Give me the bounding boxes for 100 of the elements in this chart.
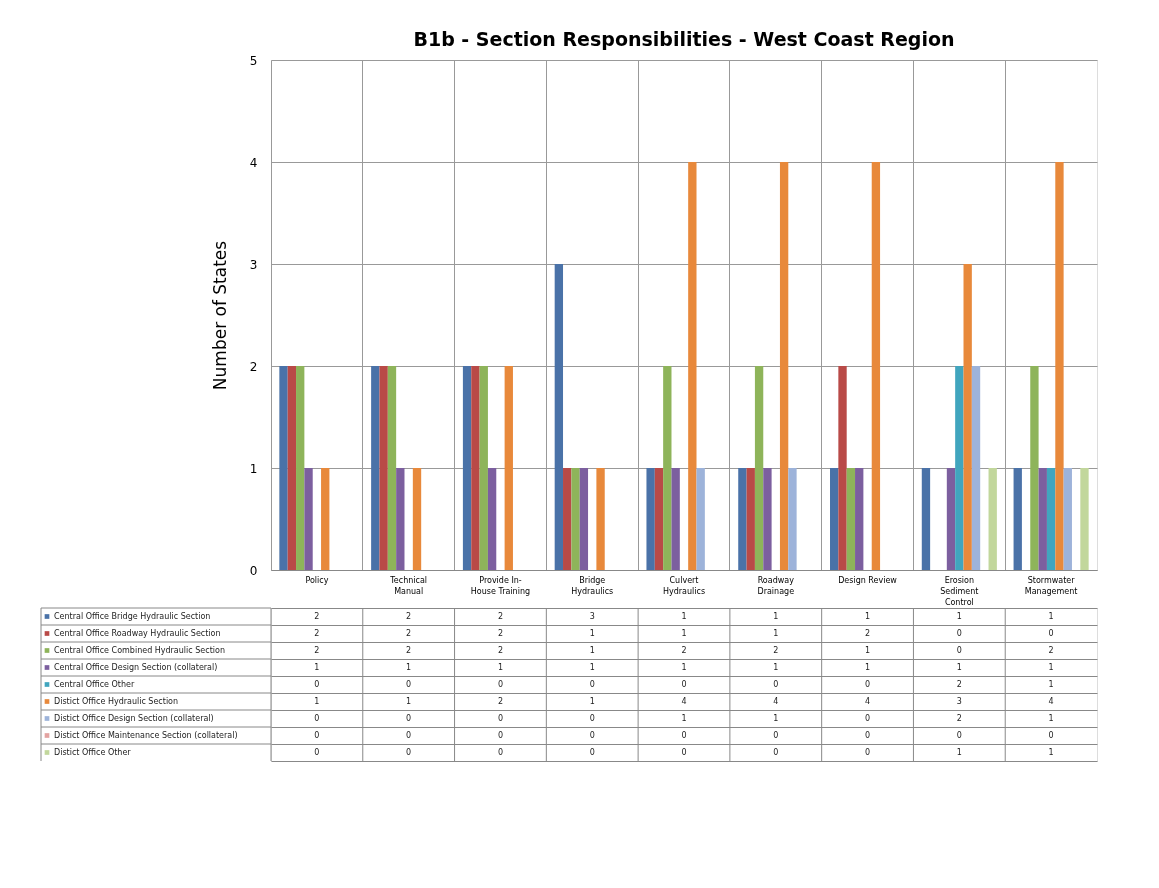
data-label: 0 (681, 679, 687, 689)
data-label: 4 (865, 696, 871, 706)
bar (1046, 468, 1056, 570)
data-label: 1 (773, 611, 779, 621)
x-tick-label: Policy (305, 575, 329, 585)
data-label: 0 (956, 730, 962, 740)
bar (779, 162, 789, 570)
data-label: 0 (865, 747, 871, 757)
data-label: 0 (314, 747, 320, 757)
data-label: 4 (773, 696, 779, 706)
data-label: 2 (314, 611, 320, 621)
data-label: 1 (865, 645, 871, 655)
bar (304, 468, 313, 570)
data-label: 0 (589, 730, 595, 740)
data-label: 2 (406, 645, 412, 655)
data-label: 1 (1048, 747, 1054, 757)
data-label: 1 (681, 611, 687, 621)
data-label: 2 (497, 645, 503, 655)
bar (487, 468, 497, 570)
data-label: 1 (589, 645, 595, 655)
data-label: 1 (406, 662, 412, 672)
data-label: 0 (314, 679, 320, 689)
data-label: 0 (497, 747, 503, 757)
bar (471, 366, 480, 570)
data-label: 0 (589, 713, 595, 723)
bar (738, 468, 747, 570)
legend-label: Central Office Design Section (collateral) (54, 662, 218, 672)
bar (571, 468, 580, 570)
data-label: 2 (406, 611, 412, 621)
data-label: 1 (681, 713, 687, 723)
legend-label: Distict Office Other (54, 747, 132, 757)
bar (838, 366, 847, 570)
data-label: 0 (681, 747, 687, 757)
data-label: 0 (497, 730, 503, 740)
bar (988, 468, 997, 570)
data-label: 0 (589, 747, 595, 757)
bar (1013, 468, 1022, 570)
bar (646, 468, 655, 570)
data-label: 0 (406, 713, 412, 723)
data-label: 2 (956, 713, 962, 723)
bar (371, 366, 380, 570)
bar (563, 468, 572, 570)
data-label: 1 (497, 662, 503, 672)
y-tick-label: 2 (249, 359, 258, 374)
data-label: 1 (681, 662, 687, 672)
bar (688, 162, 697, 570)
legend-label: Central Office Roadway Hydraulic Section (54, 628, 221, 638)
data-label: 1 (589, 662, 595, 672)
data-label: 0 (497, 679, 503, 689)
data-label: 2 (956, 679, 962, 689)
bar (412, 468, 422, 570)
data-label: 0 (865, 730, 871, 740)
chart-title: B1b - Section Responsibilities - West Coast Region (413, 28, 955, 50)
y-tick-label: 1 (249, 461, 258, 476)
data-label: 0 (406, 679, 412, 689)
data-label: 2 (497, 628, 503, 638)
data-label: 2 (773, 645, 779, 655)
y-tick-label: 4 (249, 155, 258, 170)
bar (746, 468, 755, 570)
data-label: 3 (956, 696, 962, 706)
data-label: 1 (314, 696, 320, 706)
bar (554, 264, 564, 570)
data-label: 1 (681, 628, 687, 638)
bar (696, 468, 705, 570)
x-tick-label: Bridge Hydraulics (571, 575, 614, 596)
data-label: 2 (314, 628, 320, 638)
data-label: 0 (773, 730, 779, 740)
y-axis-title: Number of States (209, 240, 230, 391)
data-label: 1 (865, 611, 871, 621)
data-label: 1 (773, 713, 779, 723)
bar (671, 468, 680, 570)
data-label: 2 (865, 628, 871, 638)
data-label: 3 (589, 611, 595, 621)
y-tick-label: 0 (249, 563, 258, 578)
bar (387, 366, 397, 570)
x-tick-label: Design Review (838, 575, 898, 585)
bar (663, 366, 672, 570)
bar (596, 468, 605, 570)
bar (579, 468, 589, 570)
x-tick-label: Provide In- House Training (470, 575, 531, 596)
data-label: 2 (314, 645, 320, 655)
bar (379, 366, 388, 570)
data-label: 1 (773, 628, 779, 638)
data-label: 0 (1048, 628, 1054, 638)
y-tick-label: 5 (249, 53, 258, 68)
bar (462, 366, 472, 570)
data-label: 1 (1048, 662, 1054, 672)
data-label: 4 (1048, 696, 1054, 706)
legend-label: Distict Office Hydraulic Section (54, 696, 179, 706)
legend-label: Distict Office Design Section (collateral) (54, 713, 214, 723)
bar (971, 366, 981, 570)
data-label: 2 (406, 628, 412, 638)
x-tick-label: Erosion Sediment Control (940, 575, 979, 607)
bar (321, 468, 330, 570)
data-label: 1 (956, 747, 962, 757)
bar (763, 468, 772, 570)
data-label: 0 (773, 747, 779, 757)
data-label: 0 (956, 628, 962, 638)
bar (788, 468, 797, 570)
data-label: 2 (497, 611, 503, 621)
